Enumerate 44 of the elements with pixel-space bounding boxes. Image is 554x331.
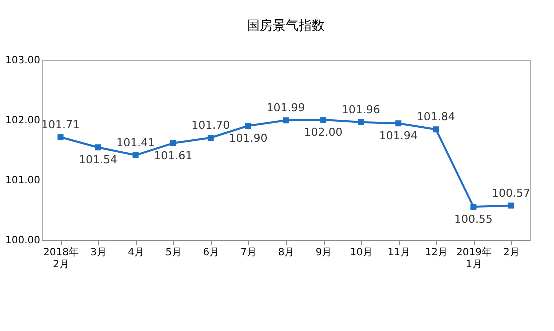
x-tick-label: 7月 (240, 248, 258, 258)
x-tick-label: 2月 (504, 248, 520, 258)
point (358, 119, 364, 126)
point (283, 118, 289, 124)
data-label: 101.61 (154, 149, 193, 162)
y-tick-label: 100.00 (6, 236, 40, 246)
x-tick-label: 9月 (316, 248, 332, 258)
x-tick-label: 2019年 1月 (456, 246, 492, 270)
data-label: 101.94 (379, 130, 418, 143)
data-label: 101.70 (192, 119, 230, 132)
data-label: 101.96 (342, 103, 380, 116)
x-tick-label: 11月 (388, 248, 410, 258)
x-tick-label: 3月 (90, 248, 107, 258)
point (95, 144, 102, 151)
point (508, 202, 514, 209)
data-label: 101.54 (79, 154, 118, 167)
point (170, 140, 176, 146)
x-tick-label: 8月 (278, 248, 295, 258)
data-label: 101.90 (229, 132, 268, 145)
point (208, 135, 214, 141)
x-tick-label: 10月 (350, 248, 373, 258)
x-tick-label: 12月 (425, 248, 448, 258)
data-label: 100.57 (492, 186, 530, 200)
data-label: 101.41 (116, 136, 156, 150)
point (320, 117, 327, 123)
data-label: 101.84 (416, 110, 456, 124)
chart-title: 国房景气指数 (247, 18, 325, 34)
y-tick-label: 101.00 (6, 176, 40, 186)
point (132, 152, 139, 158)
x-tick-label: 4月 (128, 248, 145, 258)
data-label: 101.71 (42, 118, 80, 132)
point (470, 204, 477, 210)
point (396, 120, 402, 127)
data-label: 100.55 (454, 213, 493, 226)
y-tick-label: 103.00 (6, 56, 40, 66)
data-label: 101.99 (266, 102, 306, 115)
x-tick-label: 6月 (203, 248, 220, 258)
point (433, 126, 440, 133)
y-tick-label: 102.00 (6, 116, 40, 126)
point (245, 123, 252, 129)
x-tick-label: 5月 (166, 248, 182, 258)
point (58, 134, 64, 140)
x-tick-label: 2018年 2月 (44, 246, 79, 270)
data-label: 102.00 (304, 126, 343, 139)
